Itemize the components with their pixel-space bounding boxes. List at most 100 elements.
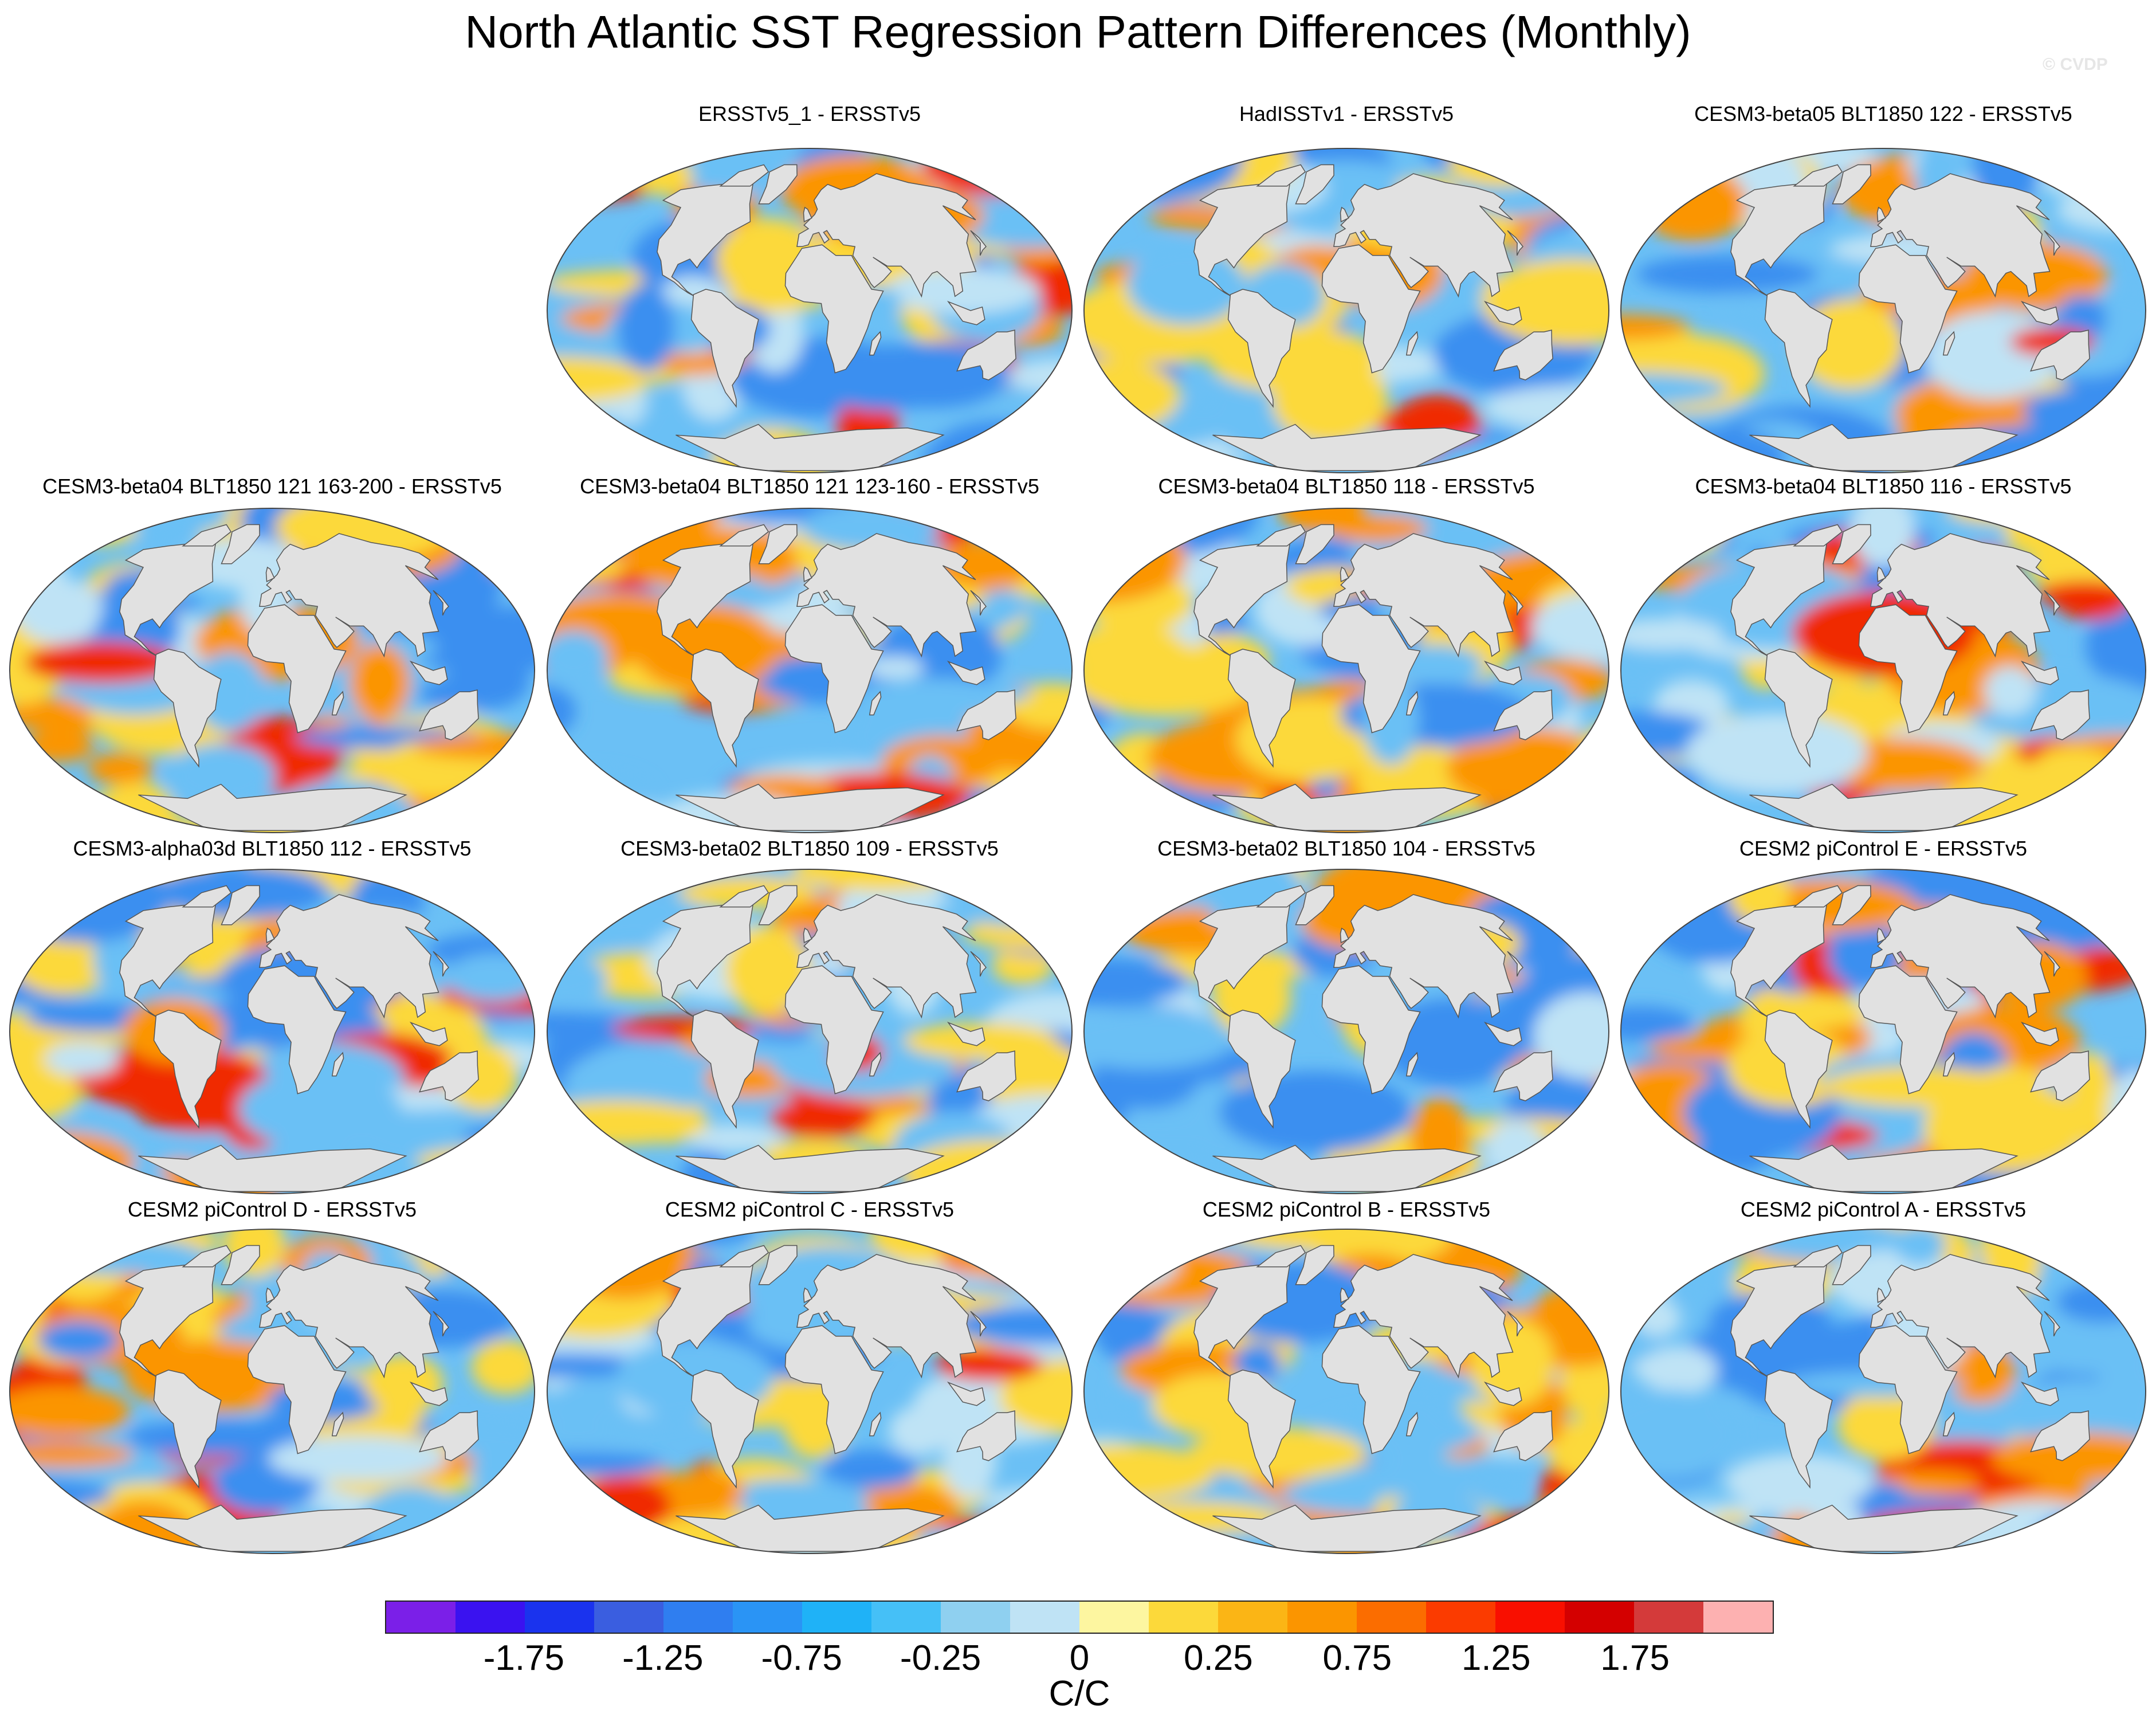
land-indonesia [2020, 1381, 2059, 1406]
anomaly-patch [44, 1042, 119, 1076]
land-antarctica [138, 1504, 407, 1552]
colorbar-swatch [594, 1602, 663, 1633]
colorbar-swatch [1703, 1602, 1773, 1633]
colorbar-swatch [1565, 1602, 1634, 1633]
colorbar-swatch [455, 1602, 525, 1633]
colorbar-swatch [802, 1602, 871, 1633]
land-namerica [1193, 182, 1291, 297]
land-indonesia [947, 660, 985, 685]
land-indonesia [2020, 300, 2059, 325]
land-greenland [1832, 524, 1871, 564]
land-madagascar [1942, 691, 1955, 716]
figure-title: North Atlantic SST Regression Pattern Di… [465, 6, 1691, 57]
land-eurasia [1333, 894, 1514, 1019]
panel-title: CESM3-beta04 BLT1850 121 163-200 - ERSST… [42, 474, 502, 498]
land-eurasia [259, 1254, 439, 1379]
colorbar-swatch [1634, 1602, 1703, 1633]
land-namerica [657, 903, 754, 1018]
anomaly-patch [964, 154, 1028, 207]
land-uk [803, 566, 812, 582]
land-madagascar [1405, 691, 1419, 716]
anomaly-patch [547, 1425, 633, 1451]
map-outline [1620, 508, 2146, 833]
land-arctic_isl [182, 1245, 232, 1268]
colorbar-label: 0.75 [1322, 1638, 1392, 1678]
land-samerica [1227, 1370, 1296, 1489]
land-samerica [690, 289, 759, 408]
land-namerica [657, 182, 754, 297]
land-greenland [221, 1245, 260, 1285]
land-antarctica [1212, 783, 1482, 831]
land-arctic_isl [182, 885, 232, 908]
land-japan [1507, 230, 1523, 256]
land-samerica [1764, 1370, 1833, 1489]
map-outline [9, 508, 535, 833]
sst-map [1620, 508, 2146, 833]
anomaly-patch [1963, 1401, 2082, 1424]
colorbar-label: -0.75 [761, 1638, 842, 1678]
sst-map [1083, 508, 1609, 833]
anomaly-patch [238, 1069, 402, 1149]
land-madagascar [869, 1411, 882, 1437]
anomaly-patch [1636, 255, 1819, 293]
land-japan [970, 590, 987, 616]
land-namerica [119, 903, 217, 1018]
land-japan [1507, 951, 1523, 977]
anomaly-patch [556, 1229, 693, 1299]
land-eurasia [1870, 1254, 2051, 1379]
anomaly-patch [1003, 148, 1072, 195]
sst-map [9, 1229, 535, 1554]
colorbar-label: -0.25 [900, 1638, 981, 1678]
anomaly-patch [922, 148, 1065, 197]
land-japan [433, 590, 449, 616]
land-africa [1321, 1325, 1421, 1454]
sst-map [547, 1229, 1073, 1554]
sst-map [1620, 1229, 2146, 1554]
anomaly-patch [949, 1305, 1072, 1345]
sst-map [9, 869, 535, 1194]
land-samerica [1764, 289, 1833, 408]
anomaly-patch [1084, 1009, 1235, 1069]
land-arctic_isl [1793, 164, 1843, 187]
land-uk [1340, 206, 1349, 222]
land-africa [1321, 604, 1421, 733]
colorbar-swatch [1357, 1602, 1426, 1633]
anomaly-patch [865, 656, 925, 680]
land-australia [1493, 1050, 1553, 1101]
land-japan [2044, 230, 2060, 256]
colorbar [385, 1601, 1774, 1634]
land-madagascar [1405, 1052, 1419, 1077]
land-japan [970, 1311, 987, 1337]
land-madagascar [331, 1411, 344, 1437]
anomaly-patch [2032, 1513, 2118, 1554]
anomaly-patch [547, 555, 628, 580]
anomaly-patch [1084, 1229, 1180, 1289]
anomaly-patch [547, 148, 654, 204]
anomaly-patch [1482, 258, 1609, 346]
land-uk [803, 1287, 812, 1303]
land-japan [433, 1311, 449, 1337]
anomaly-patch [66, 515, 137, 545]
anomaly-patch [1621, 1237, 1667, 1280]
land-uk [1876, 566, 1886, 582]
colorbar-swatch [1079, 1602, 1149, 1633]
sst-map [1083, 1229, 1609, 1554]
land-antarctica [1212, 1144, 1482, 1192]
land-antarctica [1749, 1144, 2018, 1192]
anomaly-patch [1984, 666, 2037, 716]
anomaly-patch [1442, 442, 1589, 473]
anomaly-patch [889, 1406, 949, 1456]
land-samerica [690, 1010, 759, 1129]
land-japan [2044, 951, 2060, 977]
anomaly-patch [900, 1140, 1072, 1194]
land-eurasia [1333, 533, 1514, 658]
land-australia [2030, 689, 2090, 740]
land-australia [2030, 1410, 2090, 1461]
anomaly-patch [1575, 366, 1609, 449]
land-uk [265, 1287, 275, 1303]
land-madagascar [1942, 1411, 1955, 1437]
colorbar-swatch [1426, 1602, 1495, 1633]
land-australia [419, 1410, 479, 1461]
sst-map [1620, 148, 2146, 473]
land-australia [1493, 1410, 1553, 1461]
